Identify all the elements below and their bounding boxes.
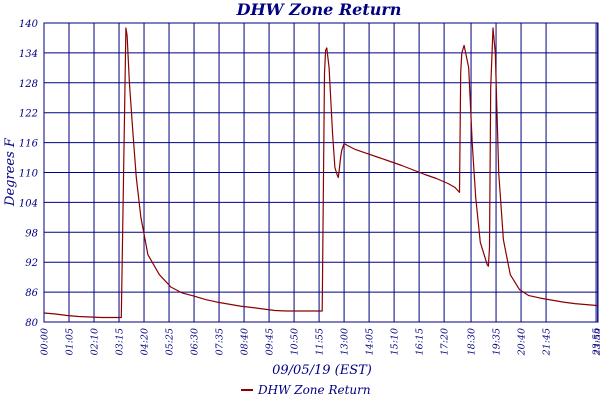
x-tick-label: 17:20 — [440, 328, 451, 355]
x-tick-label: 02:10 — [90, 328, 101, 355]
y-axis-label: Degrees F — [3, 137, 18, 207]
x-tick-label: 07:35 — [215, 328, 226, 355]
x-tick-label: 04:20 — [140, 328, 151, 355]
x-tick-label: 19:35 — [492, 328, 503, 355]
x-tick-label: 20:40 — [517, 328, 528, 356]
series-line — [43, 27, 599, 319]
x-axis-label: 09/05/19 (EST) — [272, 363, 372, 378]
x-tick-label: 03:15 — [115, 328, 126, 355]
y-tick-label: 80 — [25, 318, 38, 329]
x-tick-label: 11:55 — [315, 328, 326, 355]
legend: DHW Zone Return — [241, 383, 371, 397]
x-tick-label: 16:15 — [415, 328, 426, 355]
x-tick-label: 23:59 — [593, 328, 600, 356]
x-tick-label: 09:45 — [265, 328, 276, 355]
y-tick-label: 122 — [19, 109, 38, 120]
x-tick-label: 21:45 — [542, 328, 553, 356]
y-tick-label: 98 — [25, 228, 38, 239]
x-tick-label: 00:00 — [40, 328, 51, 355]
x-tick-label: 14:05 — [365, 328, 376, 355]
y-tick-label: 128 — [19, 79, 38, 90]
x-tick-labels: 00:00 01:05 02:10 03:15 04:20 05:25 06:30 07:35… — [40, 328, 600, 356]
x-tick-label: 08:40 — [240, 328, 251, 355]
y-tick-label: 86 — [25, 288, 38, 299]
y-tick-label: 140 — [19, 19, 39, 30]
chart-title: DHW Zone Return — [236, 0, 402, 19]
grid-lines — [43, 22, 599, 323]
y-tick-label: 92 — [25, 258, 38, 269]
x-tick-label: 23:55 — [592, 328, 600, 356]
y-tick-label: 104 — [19, 198, 38, 209]
x-tick-label: 10:50 — [290, 328, 301, 355]
x-tick-label: 06:30 — [190, 328, 201, 355]
plot-frame — [43, 22, 599, 323]
y-tick-label: 116 — [19, 139, 39, 150]
x-tick-label: 18:30 — [467, 328, 478, 355]
y-tick-label: 134 — [19, 49, 38, 60]
x-tick-label: 01:05 — [65, 328, 76, 355]
y-tick-label: 110 — [19, 169, 39, 180]
x-tick-label: 15:10 — [390, 328, 401, 355]
y-tick-labels: 80 86 92 98 104 110 116 122 128 134 140 — [19, 19, 39, 329]
x-tick-label: 05:25 — [165, 328, 176, 355]
x-tick-label: 13:00 — [340, 328, 351, 355]
series-lines — [43, 27, 599, 319]
legend-label: DHW Zone Return — [257, 383, 371, 397]
